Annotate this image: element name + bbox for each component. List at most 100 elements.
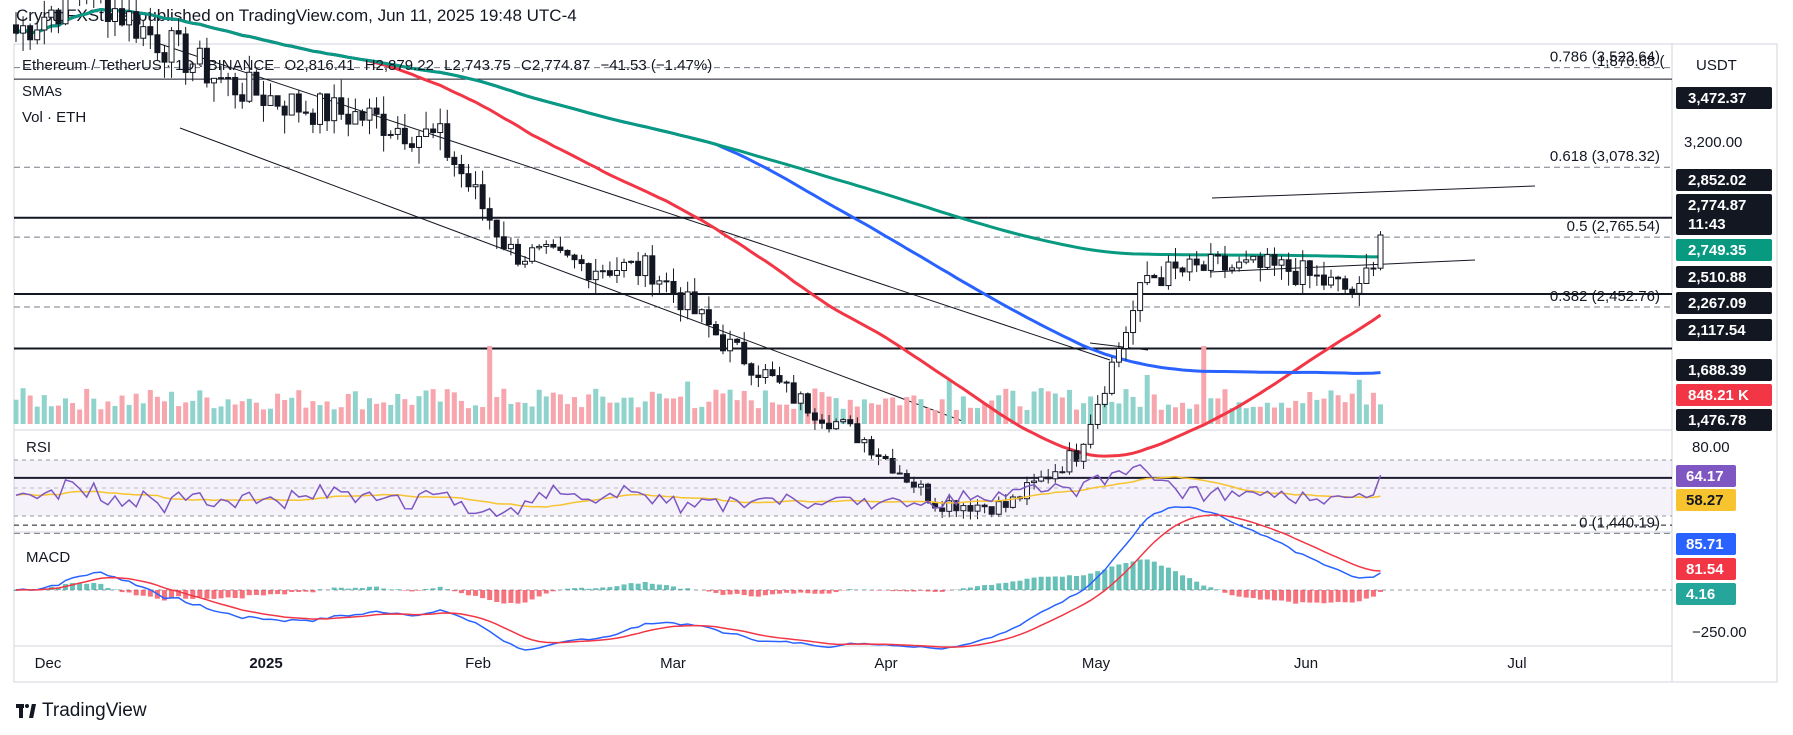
macd-hist-bar: [706, 590, 712, 592]
volume-bar: [374, 403, 380, 424]
macd-hist-bar: [451, 590, 457, 592]
volume-bar: [975, 408, 981, 424]
macd-hist-bar: [1045, 576, 1051, 590]
candle-body: [628, 260, 635, 263]
volume-bar: [755, 408, 761, 424]
macd-hist-bar: [232, 590, 238, 598]
candle-body: [161, 52, 168, 63]
macd-hist-bar: [77, 583, 83, 590]
volume-bar: [946, 379, 952, 424]
macd-hist-bar: [381, 588, 387, 590]
macd-hist-bar: [1363, 590, 1369, 599]
candle-body: [1031, 480, 1038, 484]
volume-bar: [1130, 396, 1136, 424]
volume-bar: [918, 399, 924, 424]
volume-bar: [1243, 408, 1249, 424]
macd-hist-bar: [685, 588, 691, 590]
candle-body: [1320, 274, 1327, 286]
candle-body: [896, 472, 903, 475]
volume-bar: [444, 389, 450, 424]
volume-bar: [409, 404, 415, 424]
macd-hist-bar: [762, 590, 768, 596]
volume-bar: [1321, 398, 1327, 424]
macd-hist-bar: [487, 590, 493, 600]
volume-bar: [480, 407, 486, 424]
signal-badge: [1676, 558, 1736, 580]
candle-body: [189, 63, 196, 73]
macd-hist-bar: [1321, 590, 1327, 604]
candle-body: [41, 16, 48, 31]
candle-body: [585, 263, 592, 281]
macd-hist-bar: [1271, 590, 1277, 601]
volume-bar: [154, 396, 160, 424]
macd-hist-bar: [416, 590, 422, 591]
macd-hist-bar: [218, 590, 224, 599]
macd-hist-bar: [1349, 590, 1355, 603]
candle-body: [910, 481, 917, 488]
volume-bar: [183, 402, 189, 424]
rsi-pane: RSI: [14, 439, 1672, 518]
candle-body: [1221, 255, 1228, 271]
candle-body: [1094, 403, 1101, 425]
candle-body: [1377, 234, 1384, 269]
candle-body: [550, 243, 557, 248]
volume-bar: [1102, 396, 1108, 424]
candle-body: [1243, 259, 1250, 263]
tradingview-brand: TradingView: [42, 700, 147, 721]
signal-line: [15, 514, 1381, 648]
candle-body: [387, 133, 394, 136]
volume-bar: [685, 381, 691, 424]
candle-body: [1066, 450, 1073, 473]
fib-top-partial: 1,870.68 (: [1597, 53, 1665, 70]
volume-bar: [1088, 396, 1094, 424]
volume-bar: [1031, 391, 1037, 424]
horizontal-levels: [14, 67, 1672, 534]
candle-body: [1009, 496, 1016, 508]
currency-label: USDT: [1696, 57, 1737, 74]
candle-body: [295, 93, 302, 113]
candle-body: [465, 173, 472, 188]
candle-body: [868, 439, 875, 456]
macd-hist-bar: [649, 583, 655, 590]
macd-hist-bar: [812, 590, 818, 594]
volume-bar: [34, 406, 40, 424]
macd-hist-bar: [904, 590, 910, 592]
macd-hist-bar: [359, 588, 365, 590]
macd-hist-bar: [897, 590, 903, 592]
candle-body: [154, 34, 161, 54]
volume-bar: [1137, 406, 1143, 424]
volume-bar: [55, 405, 61, 424]
volume-bar: [706, 401, 712, 424]
candle-body: [1024, 482, 1031, 500]
fib-label-0: 0 (1,440.19): [1579, 514, 1660, 531]
candle-body: [486, 208, 493, 221]
candle-body: [331, 97, 338, 122]
candle-body: [1229, 267, 1236, 271]
price-badge-text: 2,117.54: [1688, 322, 1746, 339]
macd-hist-bar: [1250, 590, 1256, 599]
candle-body: [748, 363, 755, 376]
macd-hist-bar: [741, 590, 747, 596]
time-tick: 2025: [249, 655, 282, 672]
candle-body: [1144, 275, 1151, 284]
candle-body: [1278, 259, 1285, 266]
candle-body: [826, 422, 833, 430]
macd-hist-bar: [890, 590, 896, 592]
price-badge-text: 11:43: [1688, 216, 1726, 233]
volume-bar: [1271, 407, 1277, 424]
volume-bar: [1286, 407, 1292, 424]
candle-body: [670, 280, 677, 294]
macd-hist-bar: [253, 590, 259, 595]
candle-body: [27, 25, 34, 41]
volume-bar: [70, 403, 76, 424]
rsi-badge-text: 64.17: [1686, 468, 1724, 485]
volume-bar: [897, 405, 903, 424]
macd-hist-bar: [345, 588, 351, 590]
candle-body: [147, 26, 154, 36]
macd-hist-bar: [1236, 590, 1242, 597]
macd-hist-bar: [282, 590, 288, 595]
volume-bar: [345, 393, 351, 424]
candle-body: [1137, 282, 1144, 312]
macd-hist-bar: [374, 586, 380, 590]
